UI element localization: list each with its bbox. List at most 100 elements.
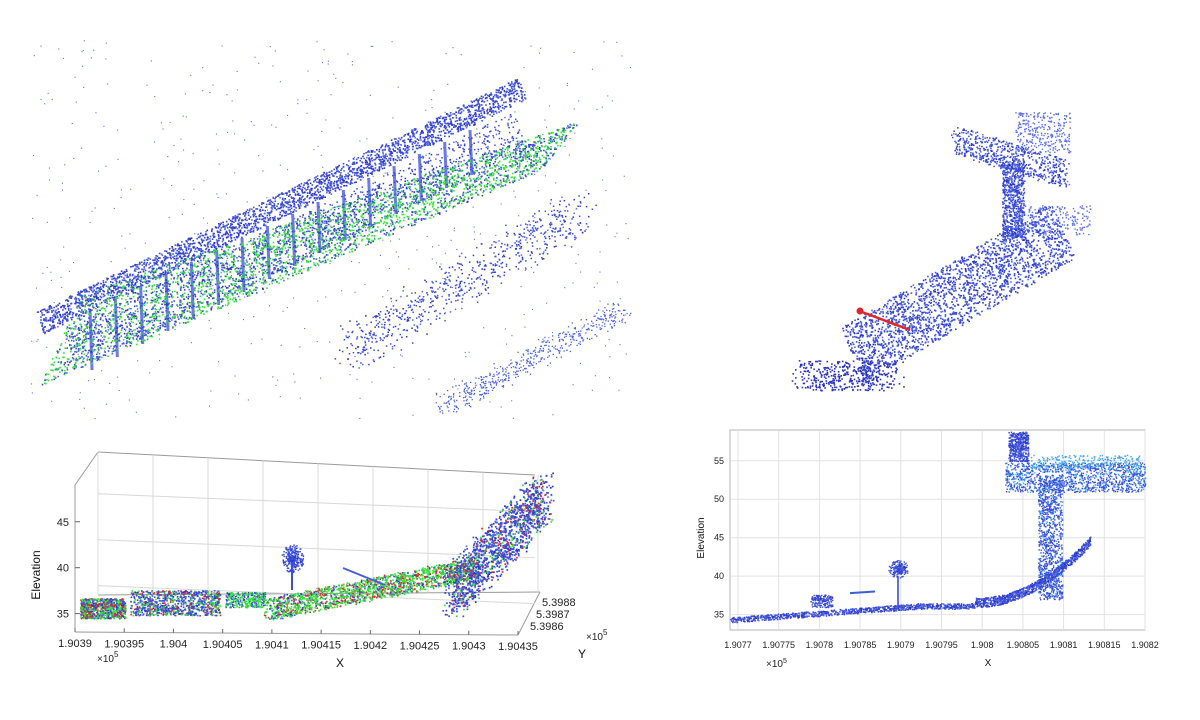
point (454, 174, 456, 177)
point (298, 184, 300, 187)
point (281, 247, 283, 249)
point (460, 144, 462, 146)
point (510, 90, 512, 93)
point (177, 248, 180, 250)
point (256, 250, 259, 253)
point (493, 151, 496, 153)
point (326, 188, 328, 190)
point (454, 120, 457, 123)
point (283, 211, 286, 214)
point (299, 220, 301, 222)
point (459, 109, 461, 111)
point (177, 316, 179, 318)
point (377, 185, 380, 188)
point (243, 253, 245, 256)
point (287, 206, 290, 209)
point (233, 279, 236, 282)
point (450, 120, 452, 122)
point (372, 211, 374, 214)
point (533, 168, 536, 170)
point (352, 161, 354, 164)
point (343, 179, 345, 182)
point (203, 279, 206, 282)
point (80, 294, 83, 297)
point (388, 157, 390, 160)
point (295, 239, 297, 241)
point (73, 340, 75, 342)
point (507, 82, 510, 84)
point (426, 141, 428, 143)
point (72, 353, 74, 356)
point (466, 179, 468, 182)
point (358, 176, 361, 179)
point (518, 129, 521, 131)
point (190, 248, 192, 250)
point (393, 138, 396, 140)
point (448, 205, 450, 208)
point (218, 239, 220, 242)
point (496, 164, 498, 166)
point (268, 218, 270, 220)
point (99, 312, 101, 315)
point (165, 266, 168, 268)
point (392, 186, 395, 188)
point (508, 165, 511, 167)
point (252, 240, 255, 242)
point (287, 228, 289, 231)
point (522, 91, 524, 93)
point (417, 203, 419, 205)
point (436, 178, 439, 181)
point (86, 311, 88, 314)
point (66, 326, 69, 328)
point (113, 311, 115, 313)
point (160, 267, 163, 270)
point (445, 125, 447, 128)
point (472, 114, 474, 117)
point (434, 136, 437, 139)
point (287, 249, 290, 251)
point (333, 235, 336, 238)
point (231, 229, 234, 232)
point (305, 204, 307, 207)
point (53, 318, 55, 320)
point (530, 162, 532, 164)
point (417, 200, 420, 202)
point (495, 120, 497, 123)
point (415, 201, 418, 204)
point (155, 276, 157, 278)
point (402, 189, 405, 192)
point (221, 266, 223, 269)
point (481, 99, 484, 102)
point (130, 287, 133, 289)
point (530, 166, 532, 169)
point (423, 198, 426, 200)
point (313, 264, 315, 266)
point (146, 298, 149, 301)
point (501, 98, 503, 100)
point (252, 214, 254, 216)
point (187, 321, 190, 323)
point (140, 287, 143, 290)
point (110, 275, 112, 278)
point (474, 164, 477, 166)
point (239, 230, 242, 233)
point (163, 256, 165, 259)
point (448, 143, 451, 145)
point (203, 313, 205, 315)
point (444, 135, 446, 138)
point (406, 152, 409, 154)
point (527, 173, 529, 176)
point (271, 271, 274, 273)
point (338, 171, 340, 173)
point (86, 332, 88, 334)
point (278, 225, 280, 227)
point (353, 211, 356, 214)
point (171, 301, 173, 303)
point (374, 164, 377, 166)
point (71, 295, 73, 298)
point (181, 249, 184, 251)
point (196, 274, 199, 276)
point (405, 146, 408, 149)
point (145, 334, 147, 336)
point (313, 249, 316, 251)
